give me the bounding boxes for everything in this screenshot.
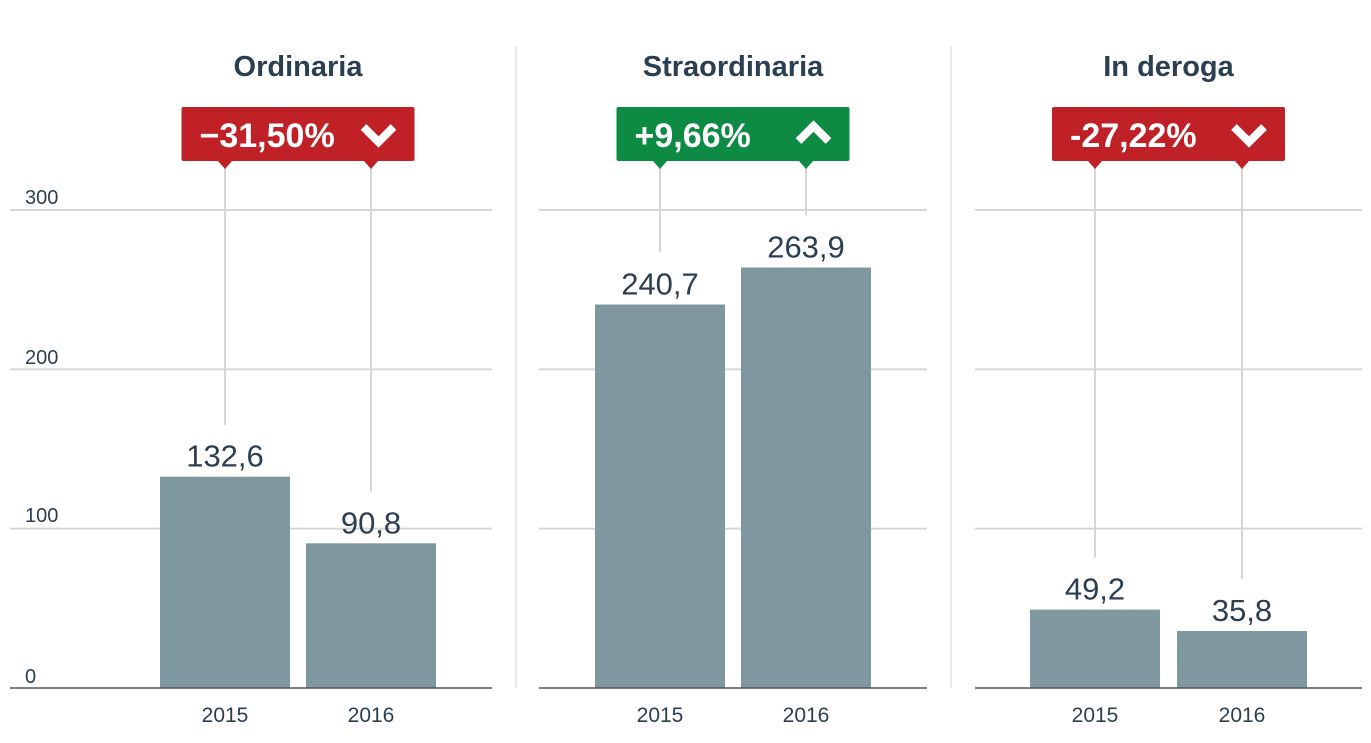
badge-pointer <box>1235 161 1249 169</box>
chevron-down-icon <box>1231 124 1267 148</box>
data-label: 90,8 <box>341 505 401 540</box>
panel-title: Straordinaria <box>643 51 824 83</box>
change-badge <box>181 107 415 161</box>
change-value: +9,66% <box>635 117 751 155</box>
bar <box>1030 609 1160 688</box>
chevron-down-icon <box>360 124 397 148</box>
bar <box>1177 630 1307 688</box>
data-label: 240,7 <box>621 266 699 301</box>
change-value: −31,50% <box>200 117 335 155</box>
panel-title: In deroga <box>1103 51 1234 83</box>
badge-pointer <box>364 161 378 169</box>
x-tick-label: 2015 <box>637 704 684 727</box>
badge-pointer <box>799 161 813 169</box>
y-tick-label: 0 <box>25 666 36 688</box>
badge-pointer <box>1088 161 1102 169</box>
change-value: -27,22% <box>1070 117 1197 155</box>
bar <box>741 267 871 688</box>
y-tick-label: 100 <box>25 505 58 527</box>
data-label: 35,8 <box>1212 593 1272 628</box>
bar <box>306 543 436 688</box>
x-tick-label: 2016 <box>348 704 395 727</box>
bar <box>160 476 290 688</box>
y-tick-label: 200 <box>25 347 58 369</box>
data-label: 49,2 <box>1065 572 1125 607</box>
badge-pointer <box>653 161 667 169</box>
change-badge <box>616 107 850 161</box>
x-tick-label: 2016 <box>783 704 830 727</box>
change-badge <box>1052 107 1285 161</box>
data-label: 263,9 <box>767 230 845 265</box>
chevron-up-icon <box>795 120 832 144</box>
y-tick-label: 300 <box>25 187 58 209</box>
bar <box>595 304 725 688</box>
data-label: 132,6 <box>186 439 264 474</box>
panel-title: Ordinaria <box>234 51 364 83</box>
x-tick-label: 2016 <box>1219 704 1266 727</box>
badge-pointer <box>218 161 232 169</box>
x-tick-label: 2015 <box>1072 704 1119 727</box>
x-tick-label: 2015 <box>202 704 249 727</box>
